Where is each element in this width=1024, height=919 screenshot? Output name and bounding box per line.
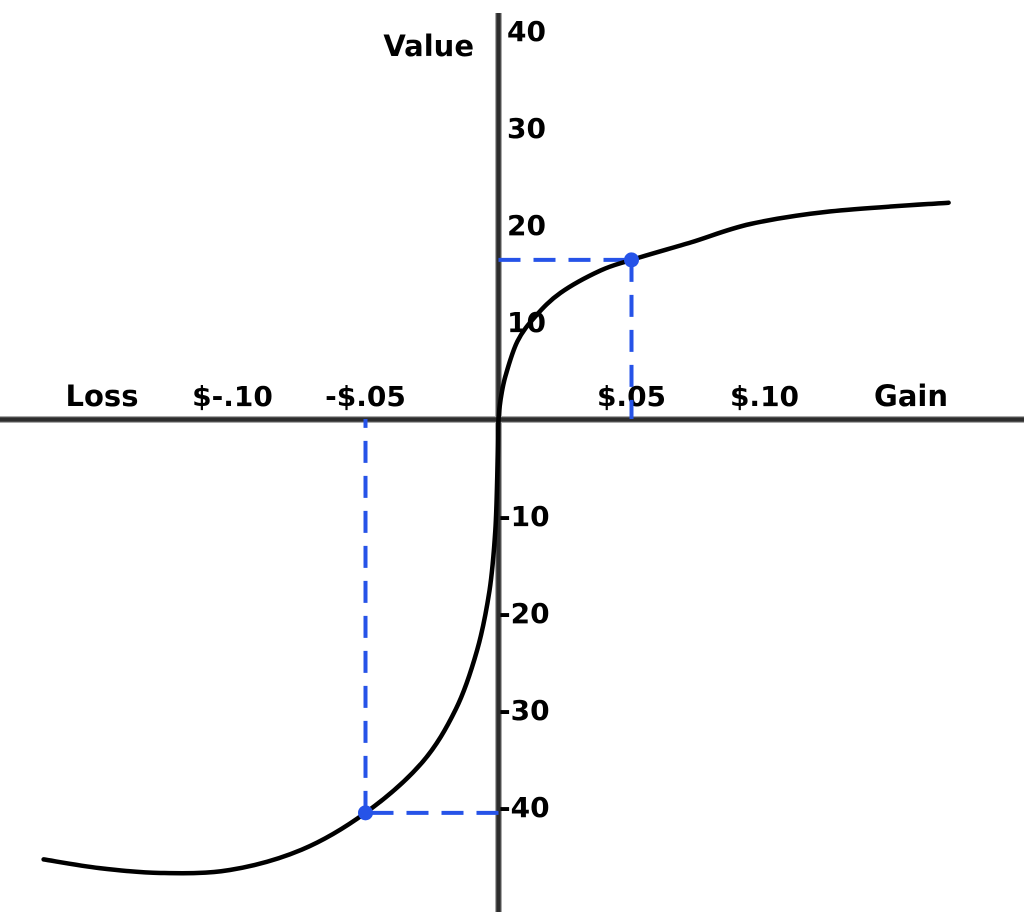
x-tick-label: -$.05 xyxy=(325,380,406,413)
y-tick-label: 20 xyxy=(507,209,546,242)
y-tick-label: -30 xyxy=(499,694,550,727)
y-tick-label: -40 xyxy=(499,791,550,824)
y-axis-title: Value xyxy=(383,29,474,63)
y-tick-label: 40 xyxy=(507,15,546,48)
x-axis-left-label: Loss xyxy=(66,379,139,413)
annotation-point-loss-example xyxy=(358,805,373,821)
y-tick-label: -10 xyxy=(499,500,550,533)
annotation-point-gain-example xyxy=(624,252,639,268)
y-tick-label: 30 xyxy=(507,112,546,145)
x-tick-label: $.10 xyxy=(730,380,799,413)
value-function-curve xyxy=(41,200,951,876)
x-tick-label: $-.10 xyxy=(192,380,273,413)
x-axis-right-label: Gain xyxy=(874,379,948,413)
y-tick-label: -20 xyxy=(499,597,550,630)
